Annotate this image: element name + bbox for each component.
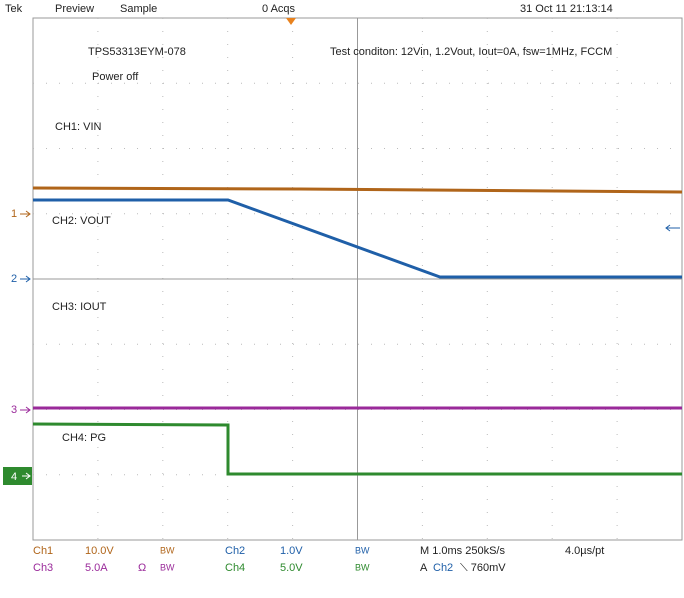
conditions-label: Test conditon: 12Vin, 1.2Vout, Iout=0A, … [330,46,612,58]
brand: Tek [5,3,23,15]
ch-scale: 1.0V [280,545,303,557]
ch-name: Ch4 [225,562,245,574]
ch-bw: BW [160,545,175,555]
mode: Preview [55,3,94,15]
ch4-marker: 4 [11,471,17,483]
ch-bw: BW [355,545,370,555]
resolution: 4.0µs/pt [565,545,604,557]
ch1-arrow [20,210,31,218]
state-label: Power off [92,71,139,83]
ch-scale: 5.0V [280,562,303,574]
ch-name: Ch3 [33,562,53,574]
channel-label: CH1: VIN [55,121,102,133]
ch4-trace [32,422,682,476]
trigger-level [665,224,680,232]
device-label: TPS53313EYM-078 [88,46,186,58]
trigger-position [286,18,296,25]
graticule [32,17,683,541]
trigger-source: Ch2 [433,562,453,574]
ch1-marker: 1 [11,208,17,220]
channel-label: CH3: IOUT [52,301,107,313]
ch-bw: BW [160,562,175,572]
ch-name: Ch1 [33,545,53,557]
acquisition: Sample [120,3,157,15]
ch-impedance: Ω [138,562,146,574]
ch3-marker: 3 [11,404,17,416]
timestamp: 31 Oct 11 21:13:14 [520,3,613,15]
ch4-marker-box [3,467,32,485]
acq-count: 0 Acqs [262,3,296,15]
timebase: M 1.0ms 250kS/s [420,545,505,557]
ch2-trace [33,198,682,279]
channel-label: CH4: PG [62,432,106,444]
ch1-trace [32,186,683,194]
ch-name: Ch2 [225,545,245,557]
ch2-marker: 2 [11,273,17,285]
channel-label: CH2: VOUT [52,215,111,227]
ch2-arrow [20,275,31,283]
ch3-arrow [20,406,31,414]
ch-bw: BW [355,562,370,572]
ch-scale: 10.0V [85,545,114,557]
trigger-level-text: ⟍ 760mV [460,562,506,574]
ch4-arrow [22,472,31,480]
ch-scale: 5.0A [85,562,108,574]
trigger-prefix: A [420,562,428,574]
